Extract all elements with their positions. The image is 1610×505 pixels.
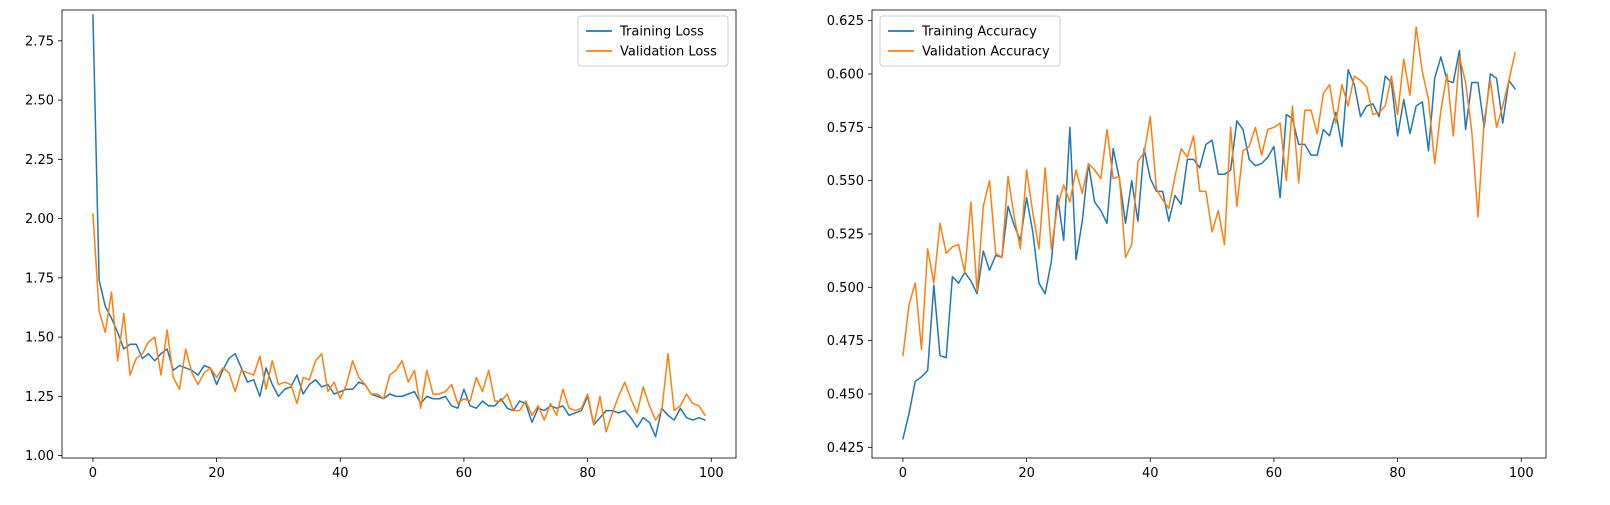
accuracy-y-tick-label: 0.575 (827, 121, 864, 136)
accuracy-y-tick-label: 0.500 (827, 281, 864, 296)
accuracy-x-tick-label: 40 (1142, 466, 1159, 481)
accuracy-y-tick-label: 0.625 (827, 14, 864, 29)
accuracy-x-tick-label: 80 (1389, 466, 1406, 481)
accuracy-x-tick-label: 20 (1018, 466, 1035, 481)
accuracy-y-tick-label: 0.600 (827, 68, 864, 83)
loss-y-tick-label: 1.50 (25, 331, 54, 346)
loss-y-tick-label: 2.00 (25, 212, 54, 227)
loss-axes-frame (61, 9, 737, 459)
accuracy-series-line-validation (902, 26, 1516, 357)
loss-x-tick-label: 0 (89, 466, 97, 481)
loss-legend-label: Training Loss (619, 25, 704, 40)
accuracy-y-tick-label: 0.525 (827, 228, 864, 243)
accuracy-legend: Training Accuracy Validation Accuracy (879, 15, 1061, 67)
loss-y-tick-label: 1.25 (25, 390, 54, 405)
accuracy-legend-label: Validation Accuracy (922, 45, 1050, 60)
loss-legend-label: Validation Loss (620, 45, 717, 60)
accuracy-x-tick-label: 100 (1509, 466, 1534, 481)
loss-y-tick-label: 2.25 (25, 153, 54, 168)
loss-x-tick-label: 80 (579, 466, 596, 481)
accuracy-legend-label: Training Accuracy (921, 25, 1037, 40)
accuracy-y-tick-label: 0.450 (827, 388, 864, 403)
loss-y-tick-label: 1.00 (25, 449, 54, 464)
accuracy-y-tick-label: 0.475 (827, 334, 864, 349)
accuracy-y-tick-label: 0.550 (827, 174, 864, 189)
loss-x-tick-label: 100 (699, 466, 724, 481)
accuracy-x-tick-label: 0 (899, 466, 907, 481)
loss-legend: Training Loss Validation Loss (577, 15, 729, 67)
loss-series-line-validation (92, 213, 706, 433)
accuracy-y-tick-label: 0.425 (827, 441, 864, 456)
accuracy-series-line-training (902, 49, 1516, 440)
loss-y-tick-label: 2.50 (25, 94, 54, 109)
loss-x-tick-label: 60 (456, 466, 473, 481)
loss-y-tick-label: 1.75 (25, 271, 54, 286)
loss-x-tick-label: 40 (332, 466, 349, 481)
loss-y-tick-label: 2.75 (25, 34, 54, 49)
accuracy-x-tick-label: 60 (1266, 466, 1283, 481)
accuracy-chart: 0 20 40 60 80 100 0.425 0.450 0.475 0.500 0.525 0.5… (827, 9, 1547, 481)
loss-x-tick-label: 20 (208, 466, 225, 481)
loss-chart: 0 20 40 60 80 100 1.00 1.25 1.50 1.75 2.00 2.25 2.50… (25, 9, 737, 481)
loss-series-line-training (92, 13, 706, 438)
